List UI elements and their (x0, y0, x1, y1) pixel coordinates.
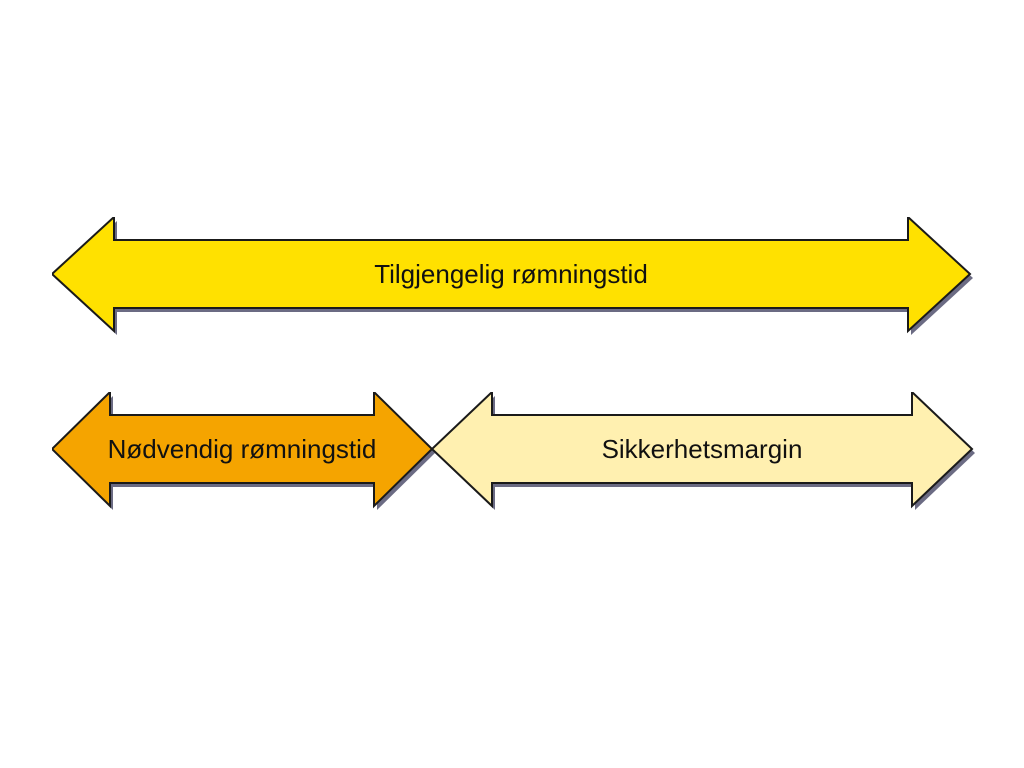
arrow-available-time: Tilgjengelig rømningstid (52, 217, 970, 331)
double-arrow-icon (432, 392, 977, 512)
double-arrow-icon (52, 217, 975, 337)
arrow-required-time: Nødvendig rømningstid (52, 392, 432, 506)
double-arrow-icon (52, 392, 437, 512)
diagram-stage: Tilgjengelig rømningstid Nødvendig rømni… (0, 0, 1024, 768)
arrow-safety-margin: Sikkerhetsmargin (432, 392, 972, 506)
